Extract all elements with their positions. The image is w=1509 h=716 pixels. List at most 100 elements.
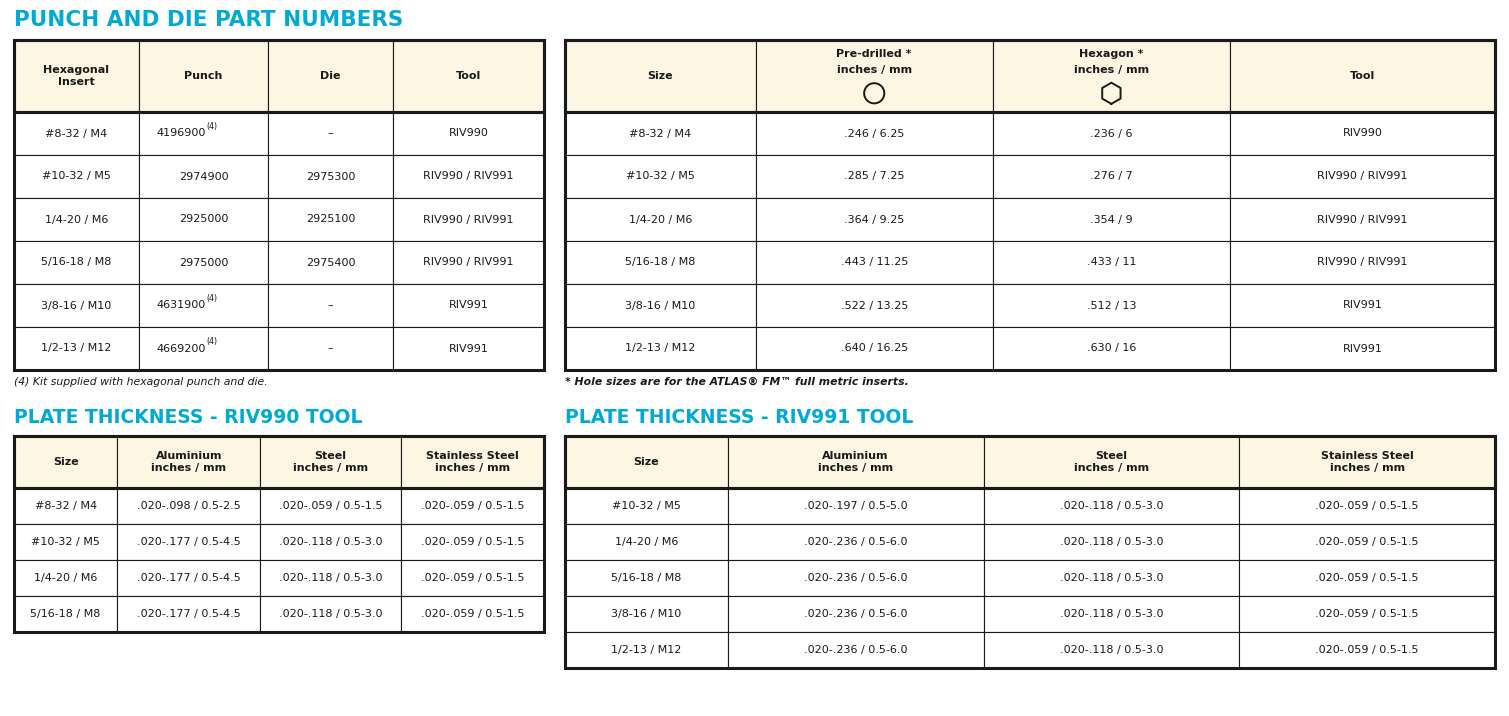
Text: RIV991: RIV991 [1343,301,1382,311]
Bar [14,155,139,198]
Bar [118,524,261,560]
Text: .443 / 11.25: .443 / 11.25 [841,258,908,268]
Text: RIV990 / RIV991: RIV990 / RIV991 [423,215,513,225]
Text: 1/4-20 / M6: 1/4-20 / M6 [629,215,693,225]
Bar [118,596,261,632]
Bar [139,198,269,241]
Bar [392,284,545,327]
Text: RIV990: RIV990 [1343,128,1382,138]
Bar [993,241,1230,284]
Text: .020-.059 / 0.5-1.5: .020-.059 / 0.5-1.5 [421,609,524,619]
Bar [269,112,392,155]
Bar [261,488,401,524]
Bar [1230,284,1495,327]
Text: 4631900: 4631900 [157,301,205,311]
Bar [727,524,984,560]
Bar [756,40,993,112]
Text: –: – [327,344,333,354]
Text: .020-.118 / 0.5-3.0: .020-.118 / 0.5-3.0 [1059,537,1163,547]
Text: 1/2-13 / M12: 1/2-13 / M12 [625,344,696,354]
Bar [564,436,1495,488]
Text: .020-.059 / 0.5-1.5: .020-.059 / 0.5-1.5 [421,573,524,583]
Bar [984,524,1239,560]
Bar [564,40,756,112]
Text: .020-.098 / 0.5-2.5: .020-.098 / 0.5-2.5 [137,501,241,511]
Bar [1230,155,1495,198]
Bar [401,560,545,596]
Bar [727,488,984,524]
Text: .020-.236 / 0.5-6.0: .020-.236 / 0.5-6.0 [804,537,907,547]
Text: .020-.059 / 0.5-1.5: .020-.059 / 0.5-1.5 [1316,645,1418,655]
Bar [14,436,545,488]
Bar [269,284,392,327]
Bar [564,488,727,524]
Bar [984,488,1239,524]
Text: Stainless Steel
inches / mm: Stainless Steel inches / mm [1320,450,1414,473]
Text: inches / mm: inches / mm [836,65,911,75]
Bar [756,327,993,370]
Bar [14,327,139,370]
Text: .236 / 6: .236 / 6 [1089,128,1133,138]
Text: #8-32 / M4: #8-32 / M4 [35,501,97,511]
Text: 5/16-18 / M8: 5/16-18 / M8 [625,258,696,268]
Bar [993,112,1230,155]
Text: .522 / 13.25: .522 / 13.25 [841,301,908,311]
Bar [993,284,1230,327]
Bar [1239,560,1495,596]
Text: 2925000: 2925000 [178,215,228,225]
Text: Tool: Tool [1351,71,1375,81]
Bar [14,488,118,524]
Bar [564,524,727,560]
Text: RIV991: RIV991 [448,301,489,311]
Text: Steel
inches / mm: Steel inches / mm [293,450,368,473]
Text: Aluminium
inches / mm: Aluminium inches / mm [818,450,893,473]
Bar [984,436,1239,488]
Bar [756,198,993,241]
Bar [564,155,756,198]
Text: RIV990: RIV990 [448,128,489,138]
Text: 1/4-20 / M6: 1/4-20 / M6 [45,215,109,225]
Bar [401,524,545,560]
Text: .020-.177 / 0.5-4.5: .020-.177 / 0.5-4.5 [137,573,241,583]
Text: .020-.118 / 0.5-3.0: .020-.118 / 0.5-3.0 [1059,501,1163,511]
Text: RIV990 / RIV991: RIV990 / RIV991 [1317,172,1408,181]
Bar [564,40,1495,112]
Bar [139,241,269,284]
Bar [14,560,118,596]
Text: .364 / 9.25: .364 / 9.25 [844,215,904,225]
Text: #8-32 / M4: #8-32 / M4 [629,128,691,138]
Text: PLATE THICKNESS - RIV990 TOOL: PLATE THICKNESS - RIV990 TOOL [14,408,362,427]
Text: .276 / 7: .276 / 7 [1089,172,1133,181]
Text: 3/8-16 / M10: 3/8-16 / M10 [625,301,696,311]
Text: #10-32 / M5: #10-32 / M5 [626,172,694,181]
Text: 5/16-18 / M8: 5/16-18 / M8 [611,573,682,583]
Bar [727,596,984,632]
Text: 5/16-18 / M8: 5/16-18 / M8 [30,609,101,619]
Text: PUNCH AND DIE PART NUMBERS: PUNCH AND DIE PART NUMBERS [14,10,403,30]
Text: .020-.118 / 0.5-3.0: .020-.118 / 0.5-3.0 [279,573,382,583]
Bar [984,632,1239,668]
Bar [727,436,984,488]
Bar [993,327,1230,370]
Bar [1239,632,1495,668]
Text: 4669200: 4669200 [155,344,205,354]
Bar [1239,436,1495,488]
Bar [1239,488,1495,524]
Bar [401,436,545,488]
Text: * Hole sizes are for the ATLAS® FM™ full metric inserts.: * Hole sizes are for the ATLAS® FM™ full… [564,377,908,387]
Bar [1230,327,1495,370]
Text: Punch: Punch [184,71,223,81]
Text: RIV990 / RIV991: RIV990 / RIV991 [1317,215,1408,225]
Bar [14,40,545,370]
Bar [14,524,118,560]
Text: .512 / 13: .512 / 13 [1086,301,1136,311]
Bar [261,524,401,560]
Bar [564,436,727,488]
Text: PLATE THICKNESS - RIV991 TOOL: PLATE THICKNESS - RIV991 TOOL [564,408,913,427]
Text: .020-.177 / 0.5-4.5: .020-.177 / 0.5-4.5 [137,537,241,547]
Text: .020-.059 / 0.5-1.5: .020-.059 / 0.5-1.5 [1316,501,1418,511]
Bar [564,241,756,284]
Bar [14,40,139,112]
Bar [564,596,727,632]
Text: #10-32 / M5: #10-32 / M5 [613,501,681,511]
